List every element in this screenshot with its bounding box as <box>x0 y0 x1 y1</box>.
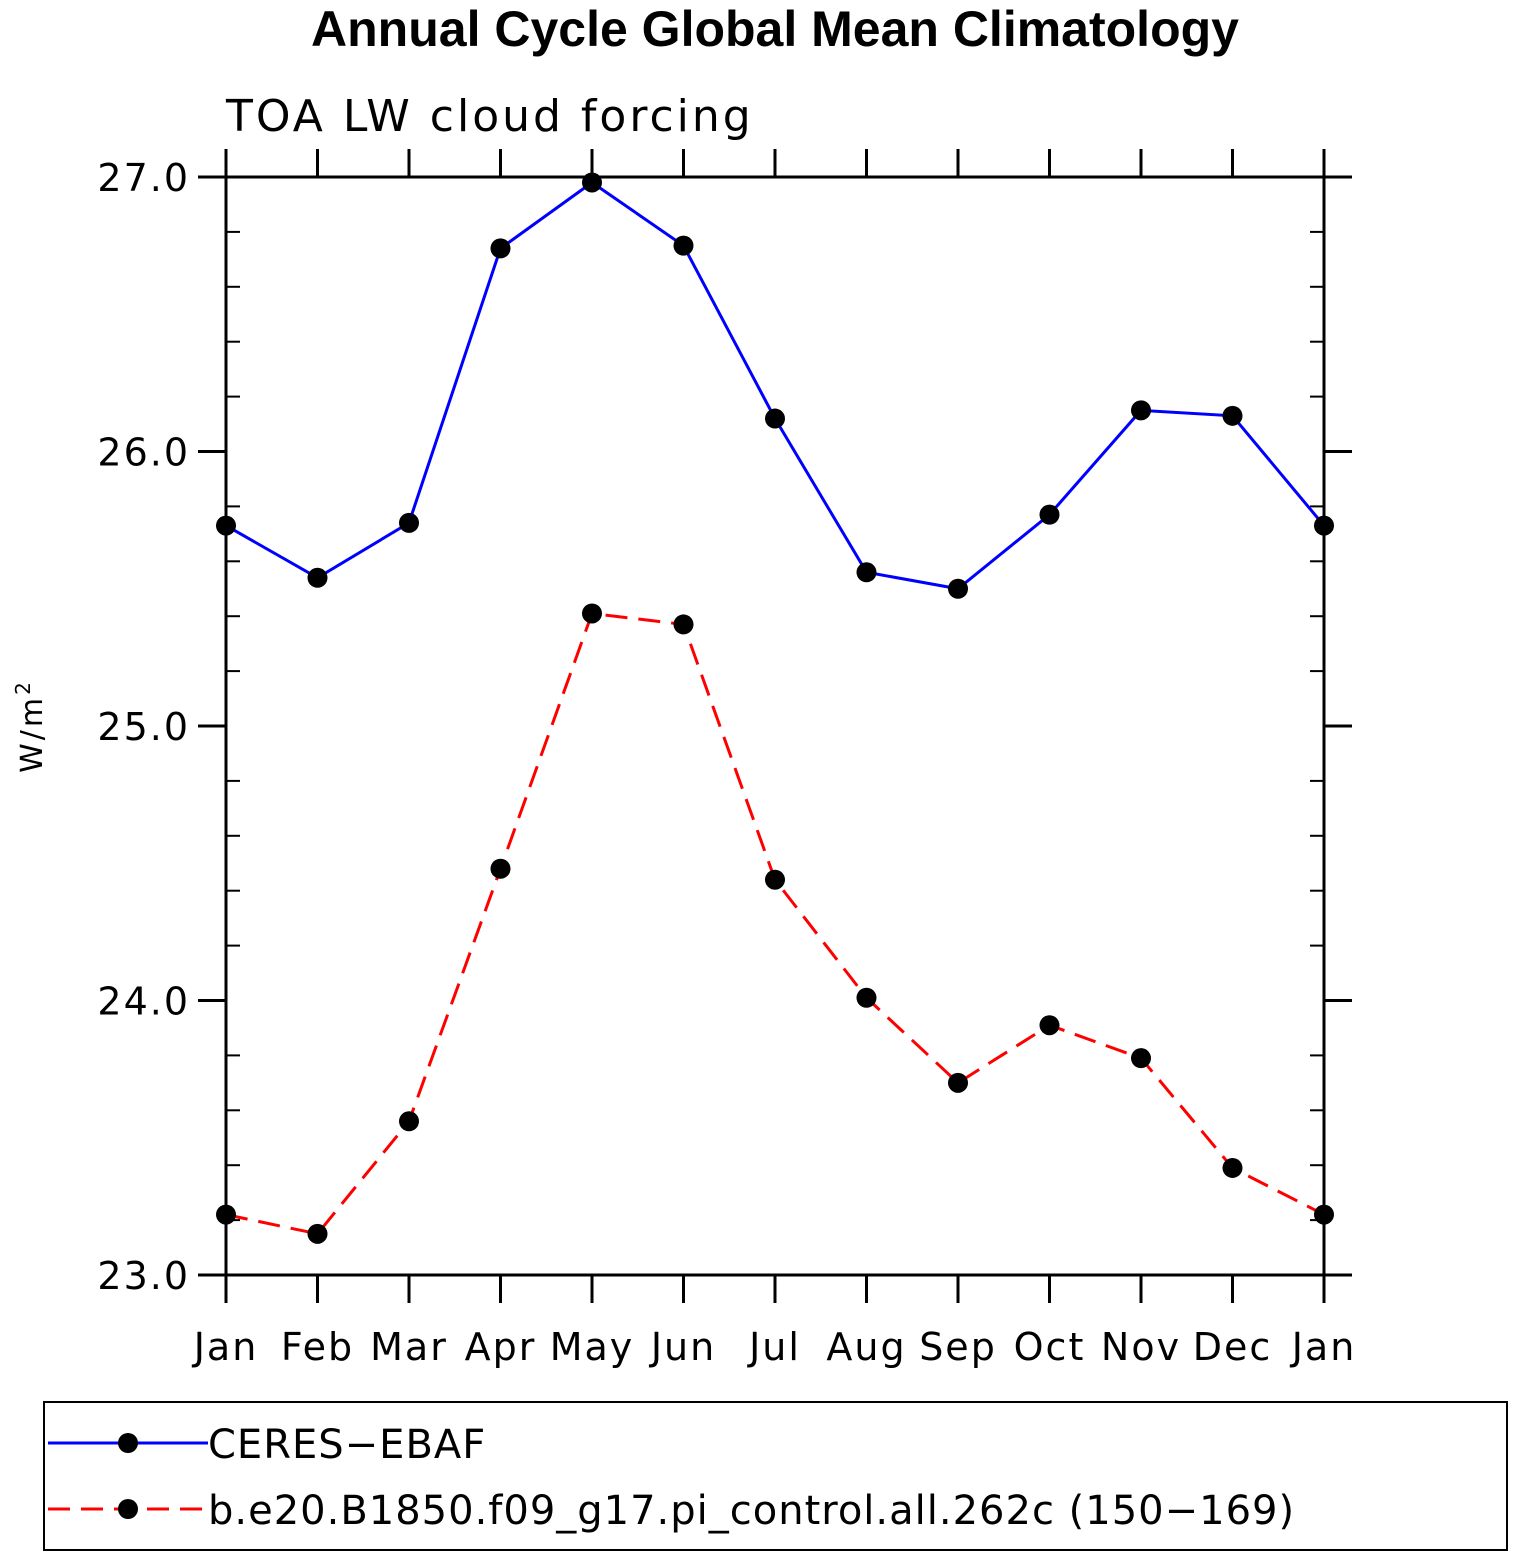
series-1-point <box>582 603 602 624</box>
series-1-point <box>307 1223 328 1244</box>
y-axis-label-superscript: 2 <box>11 679 35 695</box>
x-tick-label: Dec <box>1193 1325 1273 1369</box>
x-tick-label: Jul <box>747 1325 801 1369</box>
legend-marker-ceres <box>118 1433 138 1453</box>
x-tick-label: Jun <box>649 1325 716 1369</box>
series-1-point <box>1131 1048 1151 1069</box>
series-0-point <box>1131 400 1151 421</box>
series-1-point <box>490 858 511 879</box>
series-1-point <box>765 869 785 890</box>
plot-area-frame <box>224 175 1326 1277</box>
y-axis-label: W/m2 <box>11 679 50 773</box>
x-tick-label: Apr <box>465 1325 537 1369</box>
chart-title: Annual Cycle Global Mean Climatology <box>311 1 1239 57</box>
series-0-point <box>216 515 236 536</box>
legend-label-ceres: CERES−EBAF <box>208 1422 486 1468</box>
x-tick-label: Sep <box>919 1325 997 1369</box>
x-tick-label: Jan <box>192 1325 259 1369</box>
series-line-1 <box>225 611 1325 1236</box>
series-0-point <box>490 238 511 259</box>
series-0-point <box>948 578 968 599</box>
y-tick-labels: 23.0 24.0 25.0 26.0 27.0 <box>97 156 190 1298</box>
x-tick-label: May <box>550 1325 635 1369</box>
series-0-point <box>1039 504 1060 525</box>
x-tick-label: Feb <box>281 1325 354 1369</box>
series-0-point <box>765 408 785 429</box>
x-tick-label: Aug <box>826 1325 906 1369</box>
series-1-point <box>673 614 694 635</box>
x-tick-labels: Jan Feb Mar Apr May Jun Jul Aug Sep Oct Nov Dec Jan <box>192 1325 1357 1369</box>
series-0-point <box>673 235 694 256</box>
series-0-point <box>856 562 877 583</box>
series-0-point <box>582 172 602 193</box>
y-tick-label: 23.0 <box>97 1254 190 1298</box>
x-tick-label: Nov <box>1101 1325 1181 1369</box>
y-tick-label: 27.0 <box>97 156 190 200</box>
series-1-point <box>399 1111 419 1132</box>
legend-box <box>43 1401 1508 1551</box>
x-tick-label: Mar <box>370 1325 448 1369</box>
y-tick-label: 26.0 <box>97 431 190 475</box>
series-0-point <box>399 512 419 533</box>
series-0-point <box>1222 405 1243 426</box>
y-tick-label: 24.0 <box>97 980 190 1024</box>
series-1-point <box>216 1204 236 1225</box>
series-0-point <box>307 567 328 588</box>
x-tick-label: Oct <box>1014 1325 1086 1369</box>
chart-subtitle: TOA LW cloud forcing <box>225 91 754 142</box>
axis-ticks <box>198 149 1352 1303</box>
x-tick-label: Jan <box>1290 1325 1357 1369</box>
series-0-point <box>1314 515 1334 536</box>
series-line-0 <box>225 180 1326 591</box>
series-1-point <box>1314 1204 1334 1225</box>
series-1-point <box>856 987 877 1008</box>
legend: CERES−EBAF b.e20.B1850.f09_g17.pi_contro… <box>43 1401 1508 1551</box>
legend-marker-model <box>118 1499 138 1519</box>
y-tick-label: 25.0 <box>97 705 190 749</box>
series-1-point <box>1222 1157 1243 1178</box>
series-1-point <box>1039 1015 1060 1036</box>
series-layer <box>216 172 1334 1244</box>
legend-label-model: b.e20.B1850.f09_g17.pi_control.all.262c … <box>208 1488 1295 1534</box>
series-1-point <box>948 1072 968 1093</box>
